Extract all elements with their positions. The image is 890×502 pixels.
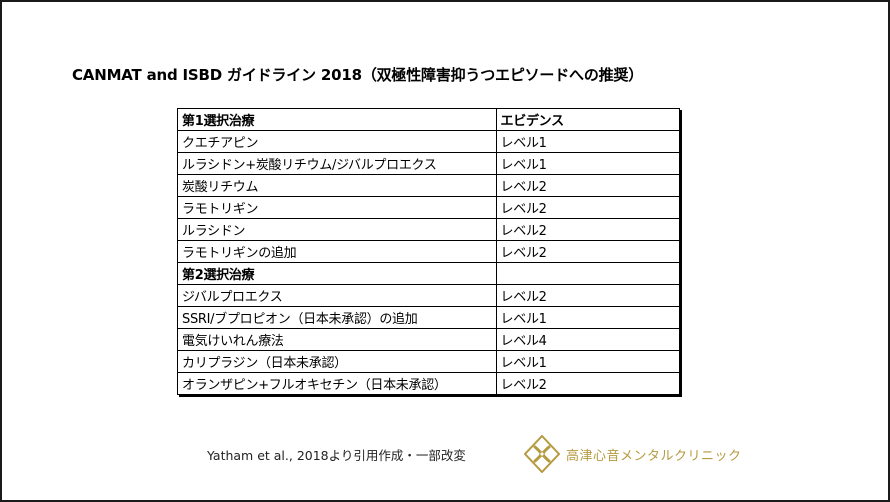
table-cell-evidence: レベル1 [495,152,681,175]
table-row: 電気けいれん療法 レベル4 [177,328,681,351]
table-row: SSRI/ブプロピオン（日本未承認）の追加 レベル1 [177,306,681,329]
table-cell-evidence: レベル1 [495,306,681,329]
table-cell-treatment: ラモトリギン [177,196,497,219]
table-cell-treatment: 電気けいれん療法 [177,328,497,351]
table-cell-evidence: レベル1 [495,350,681,373]
clinic-logo-icon [524,435,560,473]
table-row: ラモトリギン レベル2 [177,196,681,219]
table-cell-treatment: クエチアピン [177,130,497,153]
table-cell-evidence [495,262,681,285]
table-cell-evidence: レベル2 [495,372,681,395]
slide-title: CANMAT and ISBD ガイドライン 2018（双極性障害抑うつエピソー… [72,66,644,84]
table-cell-treatment: カリプラジン（日本未承認） [177,350,497,373]
table-cell-evidence: レベル2 [495,218,681,241]
table-row: 炭酸リチウム レベル2 [177,174,681,197]
table-cell-evidence: レベル2 [495,284,681,307]
table-cell-treatment: SSRI/ブプロピオン（日本未承認）の追加 [177,306,497,329]
table-cell-evidence: レベル4 [495,328,681,351]
guideline-table: 第1選択治療 エビデンス クエチアピン レベル1 ルラシドン+炭酸リチウム/ジバ… [177,108,681,395]
clinic-name: 高津心音メンタルクリニック [566,448,742,464]
table-cell-treatment: オランザピン+フルオキセチン（日本未承認） [177,372,497,395]
table-cell-evidence: レベル2 [495,174,681,197]
table-cell-treatment: 炭酸リチウム [177,174,497,197]
clinic-branding: 高津心音メンタルクリニック [524,435,742,473]
table-header-row-second-line: 第2選択治療 [177,262,681,285]
table-cell-evidence: レベル2 [495,240,681,263]
table-row: クエチアピン レベル1 [177,130,681,153]
table-cell-evidence: レベル2 [495,196,681,219]
table-row: オランザピン+フルオキセチン（日本未承認） レベル2 [177,372,681,395]
table-row: カリプラジン（日本未承認） レベル1 [177,350,681,373]
table-cell-treatment: ルラシドン [177,218,497,241]
table-row: ラモトリギンの追加 レベル2 [177,240,681,263]
table-cell-evidence: レベル1 [495,130,681,153]
table-row: ルラシドン レベル2 [177,218,681,241]
table-cell-treatment: ルラシドン+炭酸リチウム/ジバルプロエクス [177,152,497,175]
table-cell-evidence: エビデンス [495,108,681,131]
table-row: ルラシドン+炭酸リチウム/ジバルプロエクス レベル1 [177,152,681,175]
table-header-row-first-line: 第1選択治療 エビデンス [177,108,681,131]
table-cell-treatment: ラモトリギンの追加 [177,240,497,263]
table-row: ジバルプロエクス レベル2 [177,284,681,307]
table-cell-treatment: 第2選択治療 [177,262,497,285]
table-cell-treatment: 第1選択治療 [177,108,497,131]
table-cell-treatment: ジバルプロエクス [177,284,497,307]
citation-text: Yatham et al., 2018より引用作成・一部改変 [207,448,466,463]
